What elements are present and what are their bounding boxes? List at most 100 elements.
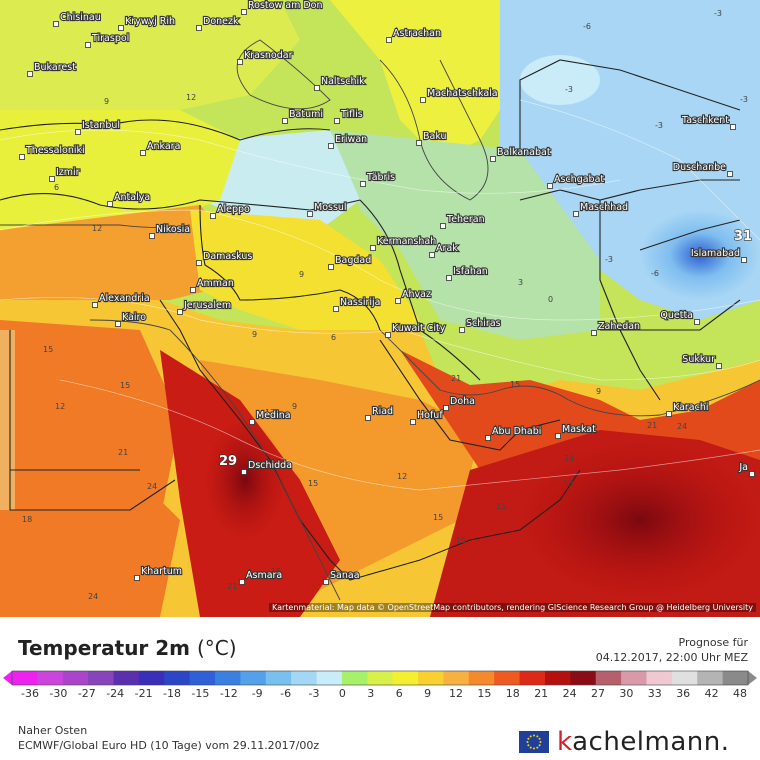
city-marker: Khartum (134, 565, 183, 581)
scale-swatch (443, 671, 470, 685)
svg-text:12: 12 (265, 408, 275, 417)
svg-text:12: 12 (92, 224, 102, 233)
city-marker: Thessaloniki (19, 144, 86, 160)
scale-swatch (164, 671, 191, 685)
scale-swatch (113, 671, 140, 685)
city-label: Aleppo (217, 204, 250, 215)
svg-text:3: 3 (518, 278, 523, 287)
city-marker: Duschanbe (672, 161, 733, 177)
forecast-info: Prognose für 04.12.2017, 22:00 Uhr MEZ (596, 635, 748, 665)
city-marker: Bagdad (328, 254, 372, 270)
city-marker: Kuwait City (385, 322, 447, 338)
svg-text:15: 15 (456, 536, 466, 545)
city-dot (490, 156, 496, 162)
svg-text:15: 15 (271, 567, 281, 576)
forecast-label: Prognose für (678, 636, 749, 649)
svg-text:24: 24 (147, 482, 157, 491)
svg-text:-3: -3 (714, 9, 722, 18)
city-label: Antalya (114, 192, 150, 203)
city-dot (149, 233, 155, 239)
svg-text:9: 9 (596, 387, 601, 396)
city-label: Riad (372, 406, 393, 417)
city-label: Krasnodar (244, 50, 293, 61)
city-marker: Mossul (307, 201, 348, 217)
city-dot (239, 579, 245, 585)
city-dot (85, 42, 91, 48)
svg-text:15: 15 (496, 502, 506, 511)
city-dot (210, 213, 216, 219)
city-marker: Krasnodar (237, 49, 294, 65)
city-label: Naltschik (321, 76, 365, 87)
svg-text:15: 15 (43, 345, 53, 354)
scale-tick-label: -36 (21, 687, 39, 698)
city-dot (323, 579, 329, 585)
svg-text:15: 15 (308, 479, 318, 488)
scale-tick-label: -9 (252, 687, 263, 698)
city-marker: Arak (429, 242, 459, 258)
city-marker: Zahedan (591, 320, 641, 336)
svg-text:18: 18 (22, 515, 32, 524)
scale-swatch (341, 671, 368, 685)
city-label: Machatschkala (427, 88, 498, 99)
scale-tick-label: -27 (78, 687, 96, 698)
city-marker: Jerusalem (177, 299, 232, 315)
city-label: Tiraspol (91, 33, 129, 44)
city-label: Hofuf (417, 410, 443, 421)
scale-tick-label: 15 (477, 687, 491, 698)
scale-right-arrow (748, 671, 757, 685)
city-marker: Dschidda (241, 459, 293, 475)
city-marker: Balkanabat (490, 146, 552, 162)
title-main: Temperatur 2m (18, 636, 191, 660)
scale-swatch (671, 671, 698, 685)
city-label: Zahedan (598, 321, 640, 332)
city-label: Kairo (122, 312, 146, 323)
scale-swatch (468, 671, 495, 685)
field-caspian (330, 0, 520, 160)
city-label: Khartum (141, 566, 182, 577)
svg-text:9: 9 (104, 97, 109, 106)
scale-swatch (37, 671, 64, 685)
city-label: Donezk (203, 16, 239, 27)
city-label: Batumi (289, 109, 323, 120)
city-marker: Quetta (659, 309, 700, 325)
city-dot (115, 321, 121, 327)
city-marker: Antalya (107, 191, 151, 207)
city-label: Abu Dhabi (492, 426, 541, 437)
scale-border (11, 670, 749, 686)
city-marker: Kermanshah (370, 235, 437, 251)
city-label: Izmir (56, 167, 80, 178)
city-marker: Amman (190, 277, 235, 293)
city-marker: Teheran (440, 213, 486, 229)
svg-text:21: 21 (451, 374, 461, 383)
city-marker: Donezk (196, 15, 240, 31)
city-dot (49, 176, 55, 182)
field-north-black-sea (0, 0, 300, 120)
scale-tick-label: 18 (506, 687, 520, 698)
color-scale-ticks: -36 -30 -27 -24 -21 -18 -15 -12 -9 -6 -3 0 3 6 9 12 15 18… (21, 687, 747, 698)
city-label: Balkanabat (497, 147, 551, 158)
city-dot (333, 306, 339, 312)
field-iran-plateau (330, 130, 600, 340)
city-label: Asmara (246, 570, 282, 581)
city-markers: Chisinau Tiraspol Krywyj Rih Donezk Rostow a… (19, 0, 755, 585)
svg-text:24: 24 (564, 454, 574, 463)
scale-swatch (367, 671, 394, 685)
field-aral (520, 55, 600, 105)
city-label: Bukarest (34, 62, 76, 73)
city-label: Chisinau (60, 12, 101, 23)
scale-swatch (12, 671, 38, 685)
city-label: Maskat (562, 424, 596, 435)
city-dot (196, 260, 202, 266)
svg-text:9: 9 (299, 270, 304, 279)
field-red-sea-core (205, 420, 285, 540)
city-marker: Istanbul (75, 119, 121, 135)
city-dot (334, 118, 340, 124)
city-label: Eriwan (335, 134, 367, 145)
svg-text:21: 21 (118, 448, 128, 457)
scale-swatch (595, 671, 622, 685)
city-dot (75, 129, 81, 135)
scale-swatch (291, 671, 318, 685)
city-dot (547, 183, 553, 189)
city-label: Islamabad (691, 248, 740, 259)
scale-tick-label: -15 (191, 687, 209, 698)
